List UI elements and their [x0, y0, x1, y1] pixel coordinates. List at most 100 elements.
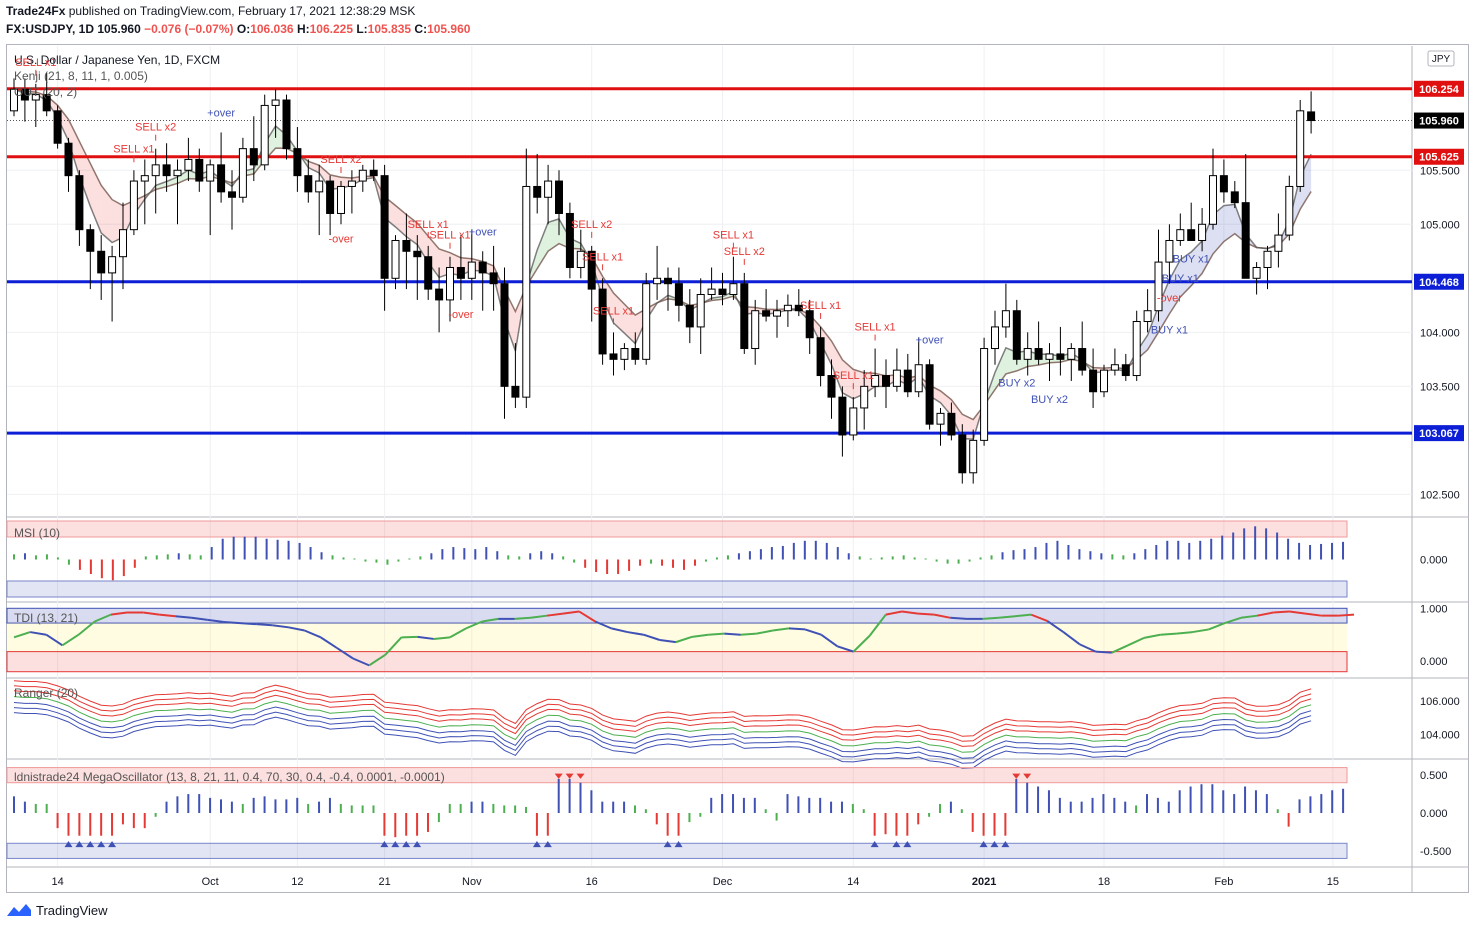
candle-down: [685, 304, 694, 328]
mega-tick-label: -0.500: [1420, 846, 1451, 858]
tdi-line-segment: [352, 657, 370, 667]
candle-down: [380, 175, 389, 279]
candle-down: [631, 348, 640, 360]
candle-up: [108, 256, 117, 274]
tdi-line-segment: [772, 627, 790, 632]
mega-buy-triangle: [75, 841, 84, 848]
candle-up: [1023, 348, 1032, 360]
candle-down: [402, 239, 411, 252]
tdi-line-segment: [1273, 610, 1290, 614]
tdi-line-segment: [514, 616, 531, 620]
candle-down: [1121, 364, 1130, 377]
kenji-cloud-segment: [68, 119, 80, 177]
tdi-line-segment: [901, 610, 919, 615]
sell-signal-label: SELL x2: [135, 122, 176, 134]
ranger-band-line: [13, 712, 1312, 769]
close-label: C:: [414, 22, 428, 36]
tradingview-brand[interactable]: TradingView: [36, 902, 108, 918]
mega-sell-triangle: [1012, 773, 1021, 779]
tdi-line-segment: [1240, 614, 1258, 619]
kenji-cloud-segment: [940, 390, 952, 416]
mega-buy-triangle: [674, 841, 683, 848]
price-tag-label: 103.067: [1419, 428, 1459, 440]
candle-down: [609, 353, 618, 360]
tdi-line-segment: [1127, 636, 1145, 647]
out-legend: OUT (20, 2): [14, 85, 77, 99]
candle-up: [140, 175, 149, 182]
candle-up: [315, 180, 324, 193]
candle-up: [1100, 369, 1108, 393]
buy-signal-label: BUY x1: [1151, 325, 1188, 337]
candle-down: [511, 385, 520, 398]
ranger-band-line: [13, 696, 1312, 753]
candle-up: [696, 294, 705, 328]
tdi-line-segment: [110, 611, 128, 616]
tdi-line-segment: [143, 611, 160, 616]
price-tag-resistance: [1414, 148, 1464, 165]
candle-up: [1067, 348, 1076, 360]
kenji-cloud-segment: [166, 177, 178, 187]
kenji-cloud-segment: [548, 218, 559, 252]
candle-up: [1143, 310, 1152, 323]
candle-down: [20, 88, 29, 101]
candle-down: [664, 277, 672, 285]
tdi-line-segment: [45, 633, 63, 647]
plus-over-label: +over: [207, 107, 235, 119]
mega-buy-triangle: [543, 841, 552, 848]
candle-up: [576, 250, 585, 268]
tdi-line-segment: [288, 626, 305, 632]
kenji-cloud-segment: [951, 399, 963, 439]
minus-over-label: -over: [1157, 293, 1182, 305]
candle-up: [238, 148, 247, 198]
candle-up: [206, 164, 215, 182]
candle-down: [1241, 202, 1250, 279]
mega-buy-triangle: [903, 841, 912, 848]
kenji-cloud-segment: [1180, 252, 1192, 298]
ranger-tick-label: 104.000: [1420, 729, 1460, 741]
x-tick-label: 14: [847, 876, 859, 888]
candle-down: [555, 180, 563, 214]
ranger-tick-label: 106.000: [1420, 696, 1460, 708]
kenji-cloud-segment: [1223, 204, 1235, 242]
candle-up: [783, 304, 792, 312]
tdi-line-segment: [368, 653, 386, 667]
candle-down: [75, 175, 84, 231]
candle-up: [991, 326, 999, 350]
y-tick-label: 104.000: [1420, 327, 1460, 339]
sell-signal-label: SELL x1: [582, 251, 623, 263]
ranger-title: Ranger (20): [14, 686, 78, 700]
tdi-line-segment: [820, 633, 838, 648]
candle-up: [1045, 353, 1054, 360]
tdi-line-segment: [320, 636, 338, 649]
tdi-line-segment: [77, 620, 96, 636]
candle-up: [1296, 110, 1305, 187]
candle-up: [173, 169, 182, 177]
candle-up: [914, 364, 923, 393]
candle-down: [97, 250, 106, 274]
msi-title: MSI (10): [14, 526, 60, 540]
candle-up: [446, 266, 454, 301]
tdi-line-segment: [594, 620, 612, 630]
msi-lower-band: [6, 580, 1348, 598]
price-tag-label: 105.960: [1419, 116, 1459, 128]
minus-over-label: -over: [448, 309, 473, 321]
candle-down: [53, 110, 62, 144]
msi-upper-band: [6, 520, 1348, 538]
candle-up: [729, 283, 738, 296]
candle-up: [347, 180, 356, 187]
publisher-name[interactable]: Trade24Fx: [6, 4, 66, 18]
candle-up: [849, 407, 858, 436]
kenji-slow-line: [13, 88, 1312, 421]
candle-up: [129, 180, 138, 231]
candle-down: [64, 142, 73, 177]
price-tag-last: [1414, 112, 1464, 129]
mega-buy-triangle: [663, 841, 672, 848]
x-tick-label: Feb: [1214, 876, 1233, 888]
sell-signal-label: SELL x1: [408, 219, 449, 231]
candle-up: [1285, 185, 1294, 236]
candle-down: [718, 288, 727, 296]
candle-up: [936, 412, 945, 425]
tdi-line-segment: [1176, 631, 1193, 635]
tdi-line-segment: [724, 632, 741, 636]
